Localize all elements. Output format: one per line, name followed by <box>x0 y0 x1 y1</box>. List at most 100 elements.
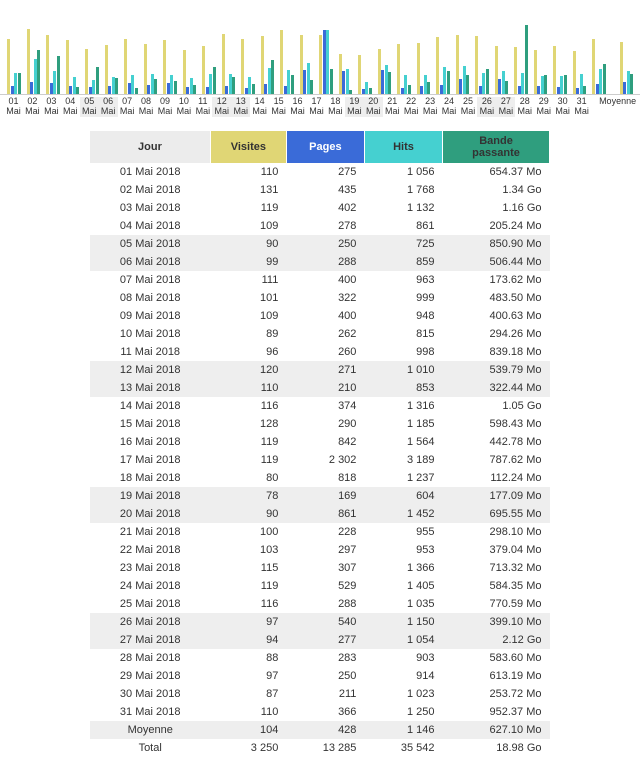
cell-visites: 110 <box>210 379 286 397</box>
chart-day-group <box>316 0 336 94</box>
cell-bande: 112.24 Mo <box>443 469 550 487</box>
cell-bande: 1.05 Go <box>443 397 550 415</box>
cell-pages: 400 <box>286 271 364 289</box>
cell-pages: 169 <box>286 487 364 505</box>
cell-pages: 260 <box>286 343 364 361</box>
chart-day-group <box>531 0 551 94</box>
cell-visites: 88 <box>210 649 286 667</box>
cell-visites: 97 <box>210 613 286 631</box>
cell-jour: 24 Mai 2018 <box>90 577 210 595</box>
cell-hits: 1 023 <box>364 685 442 703</box>
cell-hits: 1 366 <box>364 559 442 577</box>
table-row: 06 Mai 201899288859506.44 Mo <box>90 253 550 271</box>
cell-jour: 25 Mai 2018 <box>90 595 210 613</box>
cell-bande: 583.60 Mo <box>443 649 550 667</box>
cell-hits: 953 <box>364 541 442 559</box>
bar-bande <box>427 82 430 94</box>
cell-jour: 11 Mai 2018 <box>90 343 210 361</box>
table-row: 10 Mai 201889262815294.26 Mo <box>90 325 550 343</box>
x-label: 11Mai <box>193 97 212 117</box>
cell-hits: 1 054 <box>364 631 442 649</box>
cell-jour: 16 Mai 2018 <box>90 433 210 451</box>
cell-pages: 262 <box>286 325 364 343</box>
cell-hits: 963 <box>364 271 442 289</box>
cell-bande: 2.12 Go <box>443 631 550 649</box>
cell-jour: 06 Mai 2018 <box>90 253 210 271</box>
chart-day-group <box>433 0 453 94</box>
cell-visites: 94 <box>210 631 286 649</box>
cell-pages: 861 <box>286 505 364 523</box>
chart-day-group <box>453 0 473 94</box>
bar-bande <box>18 73 21 94</box>
cell-jour: 20 Mai 2018 <box>90 505 210 523</box>
cell-bande: 1.16 Go <box>443 199 550 217</box>
x-label: 20Mai <box>364 97 383 117</box>
chart-day-group <box>219 0 239 94</box>
cell-hits: 853 <box>364 379 442 397</box>
cell-hits: 998 <box>364 343 442 361</box>
cell-hits: 1 056 <box>364 163 442 181</box>
bar-bande <box>466 75 469 94</box>
bar-bande <box>37 50 40 94</box>
table-row: 18 Mai 2018808181 237112.24 Mo <box>90 469 550 487</box>
cell-visites: 119 <box>210 451 286 469</box>
cell-hits: 859 <box>364 253 442 271</box>
chart-x-axis: 01Mai02Mai03Mai04Mai05Mai06Mai07Mai08Mai… <box>0 95 640 123</box>
cell-visites: 80 <box>210 469 286 487</box>
cell-visites: 109 <box>210 307 286 325</box>
cell-jour: 28 Mai 2018 <box>90 649 210 667</box>
x-label: 09Mai <box>156 97 175 117</box>
cell-bande: 713.32 Mo <box>443 559 550 577</box>
cell-bande: 18.98 Go <box>443 739 550 757</box>
cell-pages: 540 <box>286 613 364 631</box>
chart-day-group <box>492 0 512 94</box>
bar-bande <box>252 84 255 94</box>
x-label: 26Mai <box>477 97 496 117</box>
chart-day-group <box>82 0 102 94</box>
table-row: 22 Mai 2018103297953379.04 Mo <box>90 541 550 559</box>
cell-bande: 253.72 Mo <box>443 685 550 703</box>
cell-bande: 322.44 Mo <box>443 379 550 397</box>
cell-jour: 14 Mai 2018 <box>90 397 210 415</box>
x-label: 21Mai <box>383 97 402 117</box>
chart-day-group <box>4 0 24 94</box>
cell-visites: 116 <box>210 397 286 415</box>
cell-bande: 442.78 Mo <box>443 433 550 451</box>
cell-bande: 952.37 Mo <box>443 703 550 721</box>
cell-bande: 654.37 Mo <box>443 163 550 181</box>
cell-pages: 288 <box>286 253 364 271</box>
bar-bande <box>603 64 606 94</box>
table-row: Total3 25013 28535 54218.98 Go <box>90 739 550 757</box>
bar-bande <box>232 77 235 94</box>
cell-pages: 210 <box>286 379 364 397</box>
cell-bande: 1.34 Go <box>443 181 550 199</box>
cell-pages: 297 <box>286 541 364 559</box>
bar-visites <box>397 44 400 94</box>
cell-jour: 19 Mai 2018 <box>90 487 210 505</box>
table-row: 03 Mai 20181194021 1321.16 Go <box>90 199 550 217</box>
bar-bande <box>115 78 118 94</box>
cell-visites: 115 <box>210 559 286 577</box>
cell-visites: 120 <box>210 361 286 379</box>
bar-bande <box>271 60 274 94</box>
cell-visites: 3 250 <box>210 739 286 757</box>
cell-bande: 177.09 Mo <box>443 487 550 505</box>
cell-jour: 07 Mai 2018 <box>90 271 210 289</box>
cell-hits: 35 542 <box>364 739 442 757</box>
cell-jour: 31 Mai 2018 <box>90 703 210 721</box>
cell-pages: 435 <box>286 181 364 199</box>
cell-hits: 1 316 <box>364 397 442 415</box>
cell-bande: 400.63 Mo <box>443 307 550 325</box>
cell-hits: 1 132 <box>364 199 442 217</box>
cell-visites: 96 <box>210 343 286 361</box>
cell-pages: 322 <box>286 289 364 307</box>
table-row: 20 Mai 2018908611 452695.55 Mo <box>90 505 550 523</box>
cell-hits: 1 146 <box>364 721 442 739</box>
cell-pages: 271 <box>286 361 364 379</box>
table-row: 19 Mai 201878169604177.09 Mo <box>90 487 550 505</box>
cell-bande: 695.55 Mo <box>443 505 550 523</box>
col-pages: Pages <box>286 131 364 163</box>
table-row: 31 Mai 20181103661 250952.37 Mo <box>90 703 550 721</box>
bar-visites <box>241 39 244 94</box>
cell-hits: 1 185 <box>364 415 442 433</box>
